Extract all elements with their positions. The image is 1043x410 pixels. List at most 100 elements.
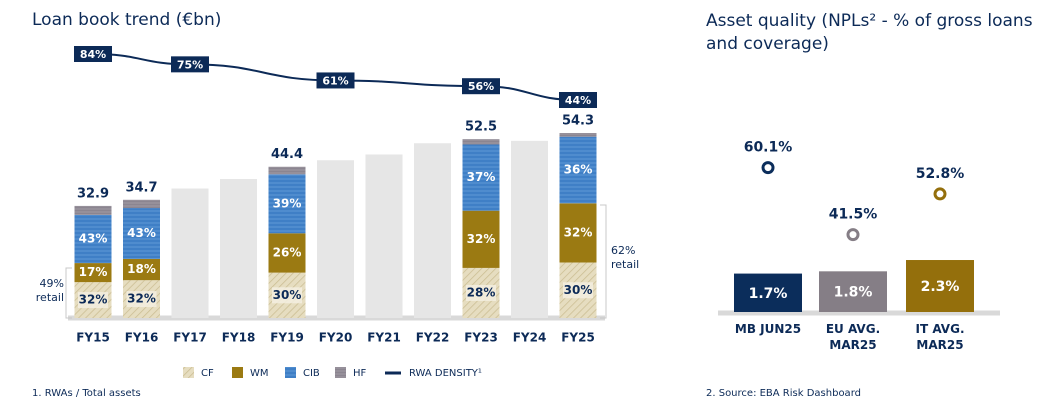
bar-segment (268, 233, 306, 273)
data-label: 28% (467, 285, 496, 299)
x-tick-label: EU AVG. MAR25 (825, 322, 881, 352)
data-label: 43% (127, 226, 156, 240)
data-label: 30% (564, 283, 593, 297)
label-bg (466, 284, 496, 301)
line-marker (559, 92, 597, 108)
bar (365, 154, 403, 318)
legend-swatch (232, 367, 243, 378)
data-label: 61% (322, 74, 348, 87)
bar (906, 260, 974, 312)
data-label: 30% (273, 288, 302, 302)
data-label: 56% (468, 80, 494, 93)
total-label: 32.9 (77, 186, 109, 201)
label-bg (78, 292, 108, 309)
x-tick-label: MB JUN25 (734, 322, 802, 336)
label-bg (126, 291, 157, 308)
data-label: 52.8% (916, 166, 965, 182)
data-label: 60.1% (744, 140, 793, 156)
legend-label: CF (201, 368, 214, 379)
total-label: 52.5 (465, 120, 497, 135)
bracket (600, 204, 607, 319)
data-label: 41.5% (829, 207, 878, 223)
legend-label: RWA DENSITY¹ (409, 368, 482, 379)
bar-segment (268, 166, 306, 175)
x-tick-label: FY23 (464, 331, 498, 345)
bar (220, 178, 257, 318)
bar-segment (268, 174, 306, 234)
dot (846, 228, 860, 242)
data-label: 1.7% (749, 286, 788, 302)
x-tick-label: FY24 (513, 331, 547, 345)
bar (511, 140, 548, 318)
data-label: 32% (467, 232, 496, 246)
data-label: 32% (564, 225, 593, 239)
data-label: 17% (79, 265, 108, 279)
data-label: 75% (177, 58, 203, 71)
x-tick-label: FY25 (561, 331, 595, 345)
x-tick-label: FY16 (125, 331, 159, 345)
bar-segment (123, 199, 160, 209)
label-bg (272, 287, 302, 304)
bar-segment (74, 263, 112, 283)
line-marker (316, 72, 355, 89)
bar-segment (74, 214, 112, 264)
bar-segment (74, 205, 112, 215)
bar-segment (559, 136, 597, 204)
data-label: 32% (79, 293, 108, 307)
bar-segment (462, 144, 500, 211)
bar (819, 271, 887, 312)
bar-segment (559, 203, 597, 263)
line-marker (462, 78, 500, 95)
annotation: 49% retail (35, 277, 64, 304)
bar (317, 160, 354, 318)
bar-segment (462, 210, 500, 268)
footnote: 2. Source: EBA Risk Dashboard (706, 388, 861, 399)
legend-label: CIB (303, 368, 320, 379)
bar-segment (462, 139, 500, 145)
bar (734, 273, 802, 312)
line-marker (171, 56, 209, 73)
data-label: 39% (273, 196, 302, 210)
data-label: 18% (127, 262, 156, 276)
data-label: 26% (273, 245, 302, 259)
x-tick-label: FY17 (173, 331, 207, 345)
legend-swatch (335, 367, 346, 378)
data-label: 44% (565, 94, 591, 107)
total-label: 54.3 (562, 114, 594, 129)
x-tick-label: IT AVG. MAR25 (915, 322, 965, 352)
total-label: 34.7 (125, 180, 157, 195)
data-label: 36% (564, 163, 593, 177)
bar (414, 143, 451, 318)
data-label: 84% (80, 48, 106, 61)
data-label: 37% (467, 170, 496, 184)
x-tick-label: FY15 (76, 331, 110, 345)
legend-label: HF (353, 368, 367, 379)
data-label: 1.8% (834, 285, 873, 301)
dot (761, 161, 775, 175)
x-tick-label: FY18 (222, 331, 256, 345)
x-tick-label: FY20 (319, 331, 353, 345)
total-label: 44.4 (271, 147, 303, 162)
bar-segment (123, 208, 160, 259)
x-tick-label: FY21 (367, 331, 401, 345)
footnote: 1. RWAs / Total assets (32, 388, 141, 399)
label-bg (563, 282, 593, 299)
data-label: 32% (127, 292, 156, 306)
dot (933, 187, 947, 201)
legend-swatch (183, 367, 194, 378)
legend-label: WM (250, 368, 269, 379)
x-tick-label: FY19 (270, 331, 304, 345)
line-marker (74, 46, 112, 62)
x-tick-label: FY22 (416, 331, 450, 345)
data-label: 2.3% (921, 279, 960, 295)
bar-segment (123, 258, 160, 281)
bracket (65, 267, 72, 319)
bar-segment (559, 133, 597, 137)
chart-title: Loan book trend (€bn) (32, 10, 222, 30)
data-label: 43% (79, 231, 108, 245)
bar (171, 188, 209, 318)
annotation: 62% retail (611, 244, 640, 271)
chart-title: Asset quality (NPLs² - % of gross loans … (706, 11, 1033, 54)
